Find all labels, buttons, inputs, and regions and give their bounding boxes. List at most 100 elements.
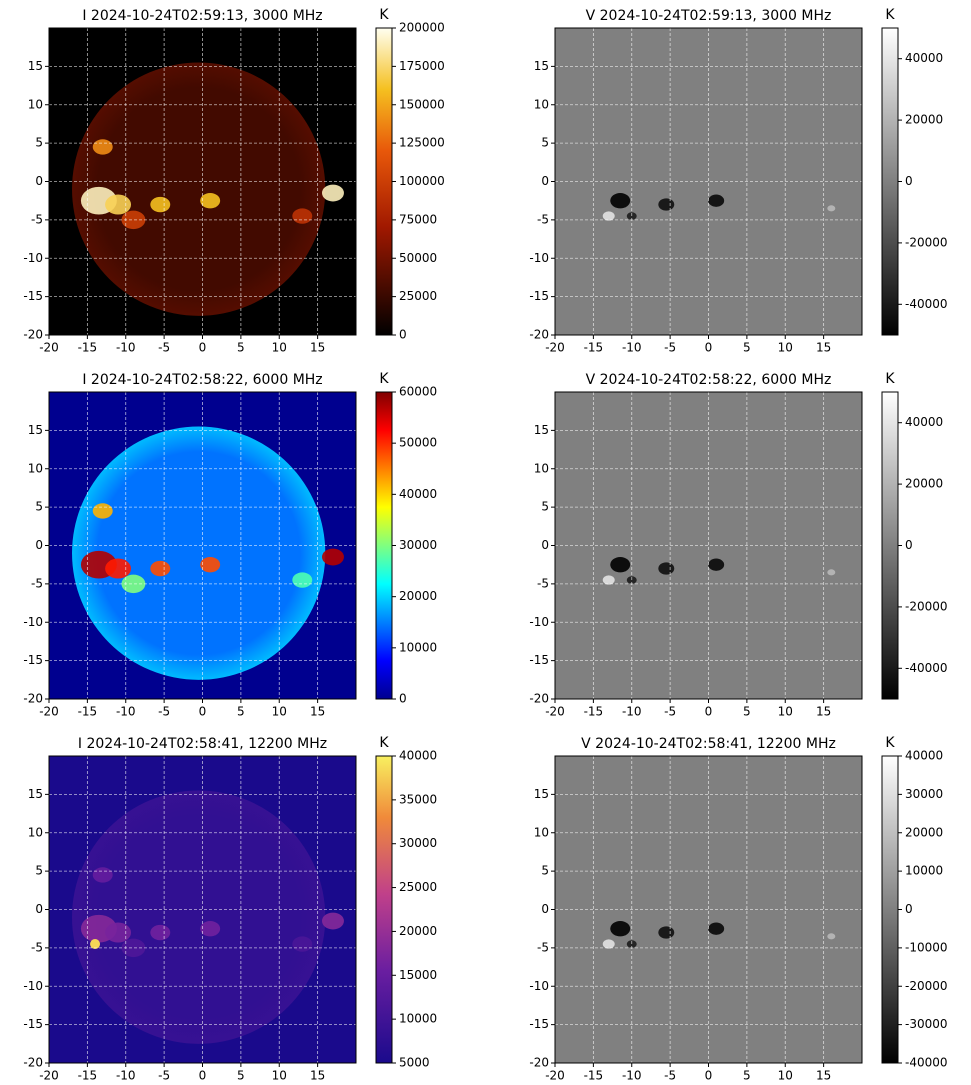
colorbar-tick-label: 0	[399, 692, 407, 706]
y-tick-label: -5	[31, 576, 43, 590]
y-tick-label: -10	[23, 615, 43, 629]
colorbar-label: K	[379, 7, 389, 23]
colorbar-label: K	[885, 371, 895, 387]
x-tick-label: -15	[78, 1069, 98, 1083]
colorbar	[881, 391, 899, 700]
x-tick-label: 5	[743, 341, 751, 355]
y-tick-label: 5	[35, 136, 43, 150]
bright-region	[200, 921, 221, 937]
colorbar-tick-label: 20000	[399, 589, 437, 603]
x-tick-label: -20	[545, 705, 565, 719]
colorbar-tick-label: 40000	[905, 51, 943, 65]
colorbar-tick-label: 30000	[399, 538, 437, 552]
x-tick-label: -10	[622, 1069, 642, 1083]
y-tick-label: 0	[541, 538, 549, 552]
panel: -20 -15 -10 -5 0 5 10 15 -20 -15 -10 -5 0 5 10 15 I 2024…	[23, 735, 437, 1083]
x-tick-label: 15	[310, 341, 325, 355]
x-tick-label: -10	[622, 705, 642, 719]
colorbar-tick-label: -20000	[905, 979, 948, 993]
image	[602, 557, 836, 585]
bright-region	[150, 560, 171, 577]
y-tick-label: 5	[541, 864, 549, 878]
colorbar-tick-label: -10000	[905, 940, 948, 954]
bright-region	[150, 924, 171, 941]
panel: -20 -15 -10 -5 0 5 10 15 -20 -15 -10 -5 0 5 10 15 V 2024…	[529, 371, 947, 719]
x-tick-label: 15	[310, 705, 325, 719]
x-tick-label: 0	[199, 341, 207, 355]
x-tick-label: 5	[743, 1069, 751, 1083]
y-tick-label: 15	[534, 787, 549, 801]
bright-region	[150, 196, 171, 213]
axes-frame	[48, 755, 357, 1064]
y-tick-label: 15	[28, 423, 43, 437]
x-tick-label: -20	[545, 1069, 565, 1083]
x-tick-label: 10	[778, 705, 793, 719]
colorbar-tick-label: 40000	[905, 749, 943, 763]
polarized-region	[658, 562, 675, 575]
colorbar-tick-label: 35000	[399, 792, 437, 806]
chart-title: I 2024-10-24T02:58:22, 6000 MHz	[82, 372, 322, 388]
axes-frame	[48, 391, 357, 700]
y-tick-label: 5	[35, 864, 43, 878]
y-tick-label: -15	[23, 653, 43, 667]
y-tick-label: 10	[534, 825, 549, 839]
polarized-region	[827, 933, 836, 940]
x-tick-label: 0	[199, 1069, 207, 1083]
colorbar-tick-label: 125000	[399, 136, 445, 150]
y-tick-label: -15	[23, 289, 43, 303]
solar-disk	[72, 426, 326, 680]
x-tick-label: 5	[237, 705, 245, 719]
bright-region	[105, 194, 132, 215]
colorbar-tick-label: 100000	[399, 174, 445, 188]
x-tick-label: -20	[39, 341, 59, 355]
x-tick-label: 15	[816, 1069, 831, 1083]
x-tick-label: -15	[584, 341, 604, 355]
x-tick-label: -10	[116, 341, 136, 355]
axes-frame	[48, 27, 357, 336]
x-tick-label: 10	[272, 705, 287, 719]
axes-frame	[554, 391, 863, 700]
image	[602, 921, 836, 949]
colorbar-tick-label: -40000	[905, 1056, 948, 1070]
x-tick-label: -10	[116, 1069, 136, 1083]
colorbar-label: K	[379, 735, 389, 751]
bright-region	[321, 548, 344, 566]
panel: -20 -15 -10 -5 0 5 10 15 -20 -15 -10 -5 0 5 10 15 I 2024…	[23, 371, 437, 719]
y-tick-label: 10	[28, 461, 43, 475]
y-tick-label: 10	[28, 97, 43, 111]
y-tick-label: -20	[23, 1056, 43, 1070]
y-tick-label: 0	[35, 174, 43, 188]
x-tick-label: -15	[584, 1069, 604, 1083]
x-tick-label: -5	[664, 341, 676, 355]
colorbar-tick-label: -20000	[905, 599, 948, 613]
x-tick-label: 5	[237, 341, 245, 355]
x-tick-label: 10	[778, 341, 793, 355]
y-tick-label: 10	[534, 461, 549, 475]
bright-region	[292, 936, 313, 952]
x-tick-label: 0	[199, 705, 207, 719]
y-tick-label: 15	[28, 59, 43, 73]
bright-region	[321, 912, 344, 930]
colorbar-tick-label: 20000	[905, 113, 943, 127]
colorbar-tick-label: 0	[905, 174, 913, 188]
colorbar-tick-label: -40000	[905, 297, 948, 311]
colorbar-tick-label: 40000	[399, 749, 437, 763]
bright-region	[292, 208, 313, 224]
colorbar-tick-label: 40000	[399, 487, 437, 501]
colorbar-label: K	[885, 735, 895, 751]
y-tick-label: -5	[537, 576, 549, 590]
panel: -20 -15 -10 -5 0 5 10 15 -20 -15 -10 -5 0 5 10 15 I 2024…	[23, 7, 444, 355]
y-tick-label: -15	[529, 1017, 549, 1031]
y-tick-label: -5	[31, 940, 43, 954]
x-tick-label: 0	[705, 705, 713, 719]
x-tick-label: 15	[816, 341, 831, 355]
colorbar-tick-label: -40000	[905, 661, 948, 675]
y-tick-label: 0	[541, 902, 549, 916]
y-tick-label: -20	[23, 328, 43, 342]
bright-region	[92, 867, 113, 883]
bright-region	[105, 922, 132, 943]
x-tick-label: 15	[310, 1069, 325, 1083]
x-tick-label: 15	[816, 705, 831, 719]
bright-region	[105, 558, 132, 579]
colorbar-tick-label: 20000	[905, 825, 943, 839]
